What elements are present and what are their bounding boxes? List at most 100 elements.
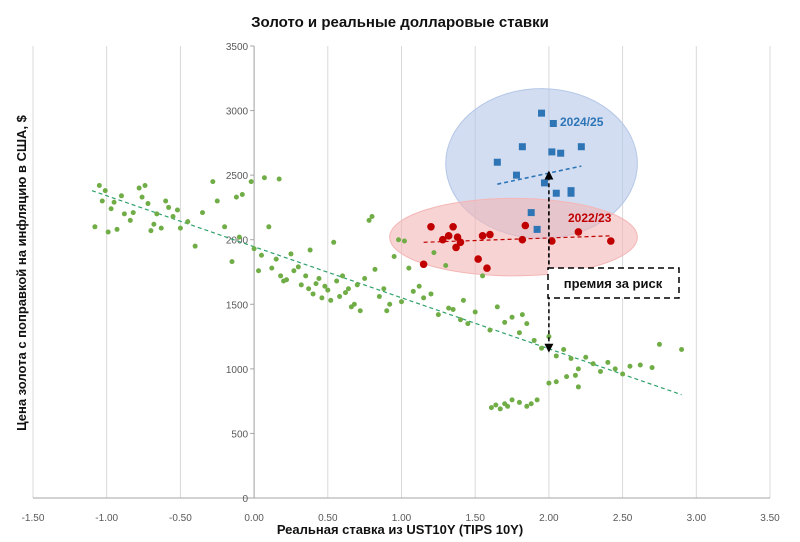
point-history xyxy=(136,185,142,191)
point-history xyxy=(376,294,382,300)
point-y2022 xyxy=(574,228,583,236)
y-tick-label: 1000 xyxy=(226,365,249,376)
ellipse-y2022 xyxy=(389,197,638,277)
point-y2024 xyxy=(552,189,560,197)
point-history xyxy=(480,273,486,279)
point-history xyxy=(410,288,416,294)
point-history xyxy=(288,251,294,257)
point-history xyxy=(139,194,145,200)
point-history xyxy=(416,283,422,289)
point-y2022 xyxy=(456,238,465,247)
point-history xyxy=(248,179,254,185)
x-tick-label: 3.50 xyxy=(760,513,780,524)
point-history xyxy=(142,182,148,188)
point-history xyxy=(539,345,545,351)
point-history xyxy=(357,308,363,314)
point-history xyxy=(256,268,262,274)
point-history xyxy=(505,403,511,409)
point-history xyxy=(553,353,559,359)
point-history xyxy=(92,224,98,230)
point-y2024 xyxy=(533,225,541,233)
point-history xyxy=(502,319,508,325)
point-history xyxy=(362,275,368,281)
point-history xyxy=(210,179,216,185)
point-history xyxy=(334,278,340,284)
point-history xyxy=(322,283,328,289)
point-history xyxy=(396,237,402,243)
point-history xyxy=(656,341,662,347)
y-axis-label: Цена золота с поправкой на инфляцию в СШ… xyxy=(14,114,29,431)
point-history xyxy=(372,266,378,272)
point-history xyxy=(465,321,471,327)
point-history xyxy=(118,193,124,199)
y-tick-label: 3500 xyxy=(226,42,249,53)
point-history xyxy=(291,268,297,274)
point-y2024 xyxy=(493,158,501,166)
point-history xyxy=(177,225,183,231)
point-y2024 xyxy=(567,189,575,197)
point-history xyxy=(310,291,316,297)
point-history xyxy=(369,213,375,219)
point-history xyxy=(319,295,325,301)
point-history xyxy=(488,405,494,411)
point-history xyxy=(105,229,111,235)
point-history xyxy=(494,304,500,310)
point-y2022 xyxy=(427,223,435,231)
point-history xyxy=(121,211,127,217)
y-tick-label: 3000 xyxy=(226,107,249,118)
point-history xyxy=(236,234,242,240)
x-axis-label: Реальная ставка из UST10Y (TIPS 10Y) xyxy=(277,522,523,537)
chart-title: Золото и реальные долларовые ставки xyxy=(251,14,549,31)
point-history xyxy=(306,286,312,292)
y-tick-label: 2500 xyxy=(226,171,249,182)
point-history xyxy=(406,265,412,271)
point-history xyxy=(381,286,387,292)
point-history xyxy=(524,321,530,327)
point-history xyxy=(493,402,499,408)
x-tick-label: 2.50 xyxy=(613,513,633,524)
point-history xyxy=(148,228,154,234)
point-history xyxy=(229,259,235,265)
point-history xyxy=(328,297,334,303)
point-history xyxy=(266,224,272,230)
point-history xyxy=(185,219,191,225)
point-history xyxy=(497,406,503,412)
point-history xyxy=(649,365,655,371)
point-history xyxy=(531,337,537,343)
point-history xyxy=(331,239,337,245)
point-history xyxy=(446,305,452,311)
point-history xyxy=(509,314,515,320)
point-history xyxy=(509,397,515,403)
point-y2022 xyxy=(444,232,453,240)
highlight-ellipses xyxy=(389,88,638,277)
annotations: премия за риск 2024/25 2022/23 xyxy=(544,115,680,353)
point-y2024 xyxy=(577,143,585,151)
point-history xyxy=(316,275,322,281)
point-history xyxy=(158,225,164,231)
point-history xyxy=(222,224,228,230)
point-history xyxy=(214,198,220,204)
point-history xyxy=(546,380,552,386)
point-y2022 xyxy=(486,230,494,239)
point-history xyxy=(612,366,618,372)
point-y2024 xyxy=(512,171,520,179)
point-history xyxy=(337,294,343,300)
point-history xyxy=(575,384,581,390)
point-history xyxy=(170,213,176,219)
point-history xyxy=(620,371,626,377)
x-tick-label: 1.00 xyxy=(392,513,412,524)
point-history xyxy=(457,317,463,323)
label-2024-25: 2024/25 xyxy=(560,115,604,129)
point-history xyxy=(233,194,239,200)
point-y2024 xyxy=(538,109,546,117)
trendline-history xyxy=(91,190,682,396)
x-tick-label: 0.50 xyxy=(318,513,338,524)
point-y2022 xyxy=(521,221,530,230)
point-history xyxy=(261,175,267,181)
x-tick-label: 3.00 xyxy=(687,513,707,524)
point-history xyxy=(251,246,257,252)
point-history xyxy=(303,273,309,279)
point-history xyxy=(572,372,578,378)
point-history xyxy=(127,217,133,223)
